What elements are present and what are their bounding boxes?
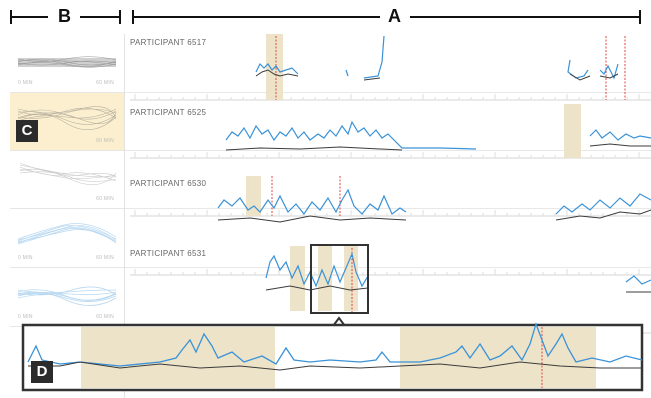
thumbnail-4-sparkline bbox=[17, 223, 117, 245]
thumbnail-2-end: 60 MIN bbox=[96, 138, 114, 144]
participant-label-1: PARTICIPANT 6517 bbox=[130, 38, 207, 47]
thumbnail-1-end: 60 MIN bbox=[96, 80, 114, 86]
thumbnail-1-start: 0 MIN bbox=[18, 80, 33, 86]
thumbnail-5-start: 0 MIN bbox=[18, 314, 33, 320]
badge-d: D bbox=[31, 361, 53, 383]
column-divider bbox=[124, 34, 125, 398]
header-b-left-line bbox=[10, 16, 48, 18]
badge-c: C bbox=[16, 120, 38, 142]
header-b-letter: B bbox=[58, 6, 71, 26]
thumbnail-5-end: 60 MIN bbox=[96, 314, 114, 320]
thumbnail-4-start: 0 MIN bbox=[18, 255, 33, 261]
header-b-right-tick bbox=[119, 10, 121, 24]
thumbnail-1[interactable]: 0 MIN 60 MIN bbox=[10, 34, 124, 93]
header-a-left-line bbox=[132, 16, 380, 18]
participant-label-2: PARTICIPANT 6525 bbox=[130, 108, 207, 117]
thumbnail-3-end: 60 MIN bbox=[96, 196, 114, 202]
thumbnail-3[interactable]: 60 MIN bbox=[10, 151, 124, 209]
thumbnail-4[interactable]: 0 MIN 60 MIN bbox=[10, 209, 124, 268]
thumbnail-3-sparkline bbox=[19, 162, 117, 186]
participant-label-4: PARTICIPANT 6531 bbox=[130, 249, 207, 258]
header-a-right-line bbox=[410, 16, 641, 18]
thumbnail-5-sparkline bbox=[17, 286, 117, 306]
header-b-right-line bbox=[80, 16, 120, 18]
thumbnail-2-sparkline bbox=[17, 106, 117, 130]
header-a-letter: A bbox=[388, 6, 401, 26]
thumbnail-1-sparkline bbox=[17, 56, 117, 68]
header-a-right-tick bbox=[639, 10, 641, 24]
participant-label-3: PARTICIPANT 6530 bbox=[130, 179, 207, 188]
thumbnail-4-end: 60 MIN bbox=[96, 255, 114, 261]
zoom-selection bbox=[310, 244, 369, 314]
